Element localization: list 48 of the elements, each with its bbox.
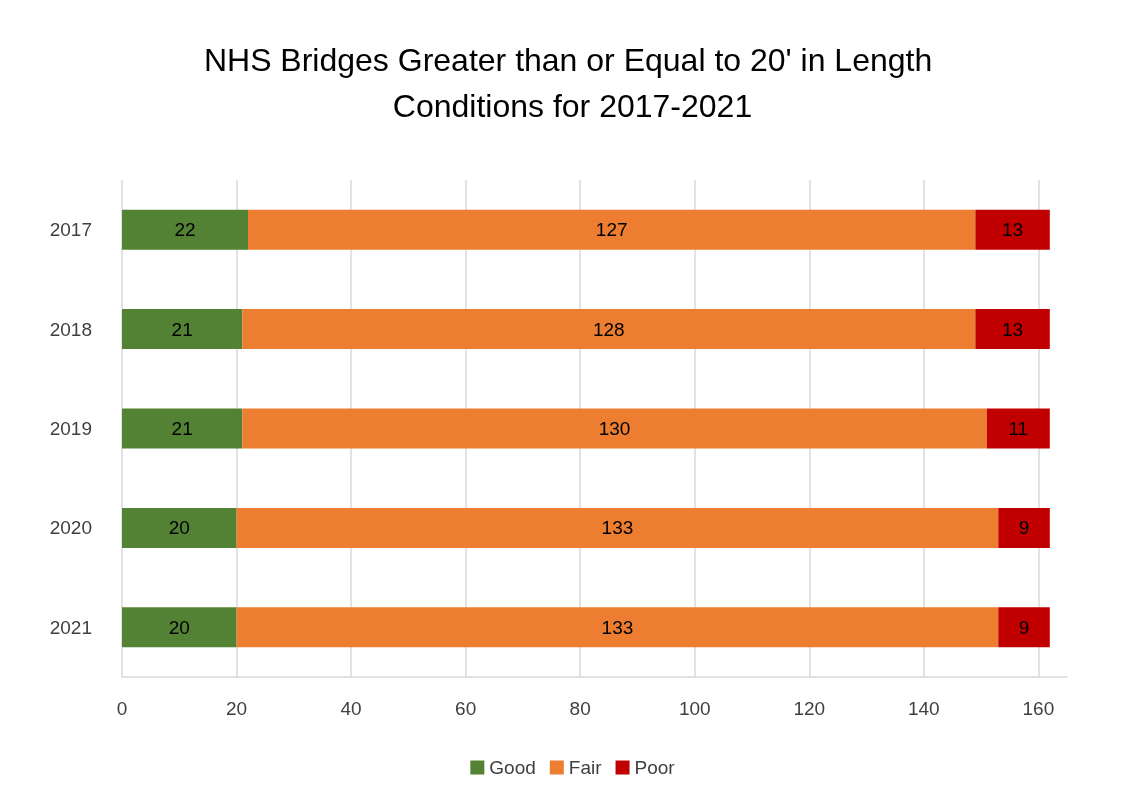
data-label: 133: [601, 517, 634, 539]
bar: [975, 209, 1050, 250]
data-label: 21: [171, 318, 193, 340]
data-label: 9: [1018, 616, 1030, 638]
x-tick-label: 80: [569, 698, 591, 719]
data-label: 20: [168, 517, 190, 539]
bar: [122, 507, 237, 548]
legend-label: Good: [489, 757, 536, 778]
x-tick-label: 120: [793, 698, 826, 719]
bar: [986, 408, 1050, 449]
x-tick-label: 140: [907, 698, 940, 719]
data-label: 21: [171, 418, 193, 439]
data-label: 22: [174, 219, 196, 241]
bar: [242, 408, 987, 449]
x-tick-label: 20: [225, 698, 248, 719]
x-tick-label: 160: [1022, 698, 1055, 719]
data-label: 133: [601, 616, 634, 638]
bar: [242, 309, 976, 350]
x-tick-label: 100: [678, 698, 711, 719]
x-tick-label: 0: [116, 698, 128, 719]
bar: [236, 507, 999, 548]
bar: [122, 309, 243, 350]
data-label: 13: [1002, 318, 1024, 340]
data-label: 11: [1008, 418, 1029, 439]
x-tick-label: 40: [340, 698, 362, 719]
y-tick-label: 2020: [49, 517, 92, 539]
data-label: 130: [598, 418, 631, 439]
data-label: 127: [595, 219, 628, 241]
data-label: 128: [592, 318, 625, 340]
data-label: 20: [168, 616, 190, 638]
y-tick-label: 2017: [49, 219, 92, 241]
y-tick-label: 2018: [49, 318, 92, 340]
bar: [122, 408, 243, 449]
data-label: 9: [1018, 517, 1030, 539]
legend-label: Fair: [568, 757, 603, 778]
chart-title: NHS Bridges Greater than or Equal to 20' in Length Conditions for 2017-2021: [203, 42, 942, 124]
legend-label: Poor: [634, 757, 676, 778]
bar: [236, 607, 999, 648]
bar: [248, 209, 976, 250]
bar: [975, 309, 1050, 350]
y-tick-label: 2019: [49, 418, 92, 439]
bar: [122, 209, 248, 250]
bar: [122, 607, 237, 648]
y-tick-label: 2021: [49, 616, 92, 638]
data-label: 13: [1002, 219, 1024, 241]
x-tick-label: 60: [455, 698, 477, 719]
bar: [998, 507, 1050, 548]
bar: [998, 607, 1050, 648]
